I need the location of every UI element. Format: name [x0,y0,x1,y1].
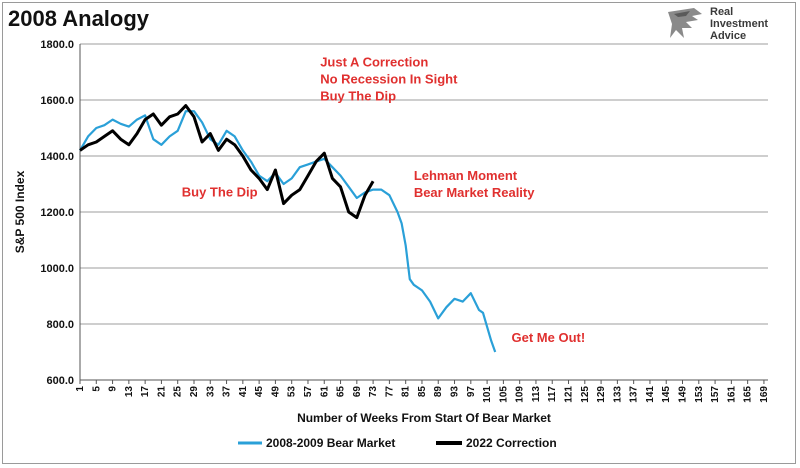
x-tick-label: 165 [743,386,754,403]
series-lines [79,104,497,353]
annotation-3: Lehman Moment Bear Market Reality [414,168,535,200]
x-tick-label: 153 [694,386,705,403]
y-tick-label: 1000.0 [40,263,74,275]
legend-label-2022: 2022 Correction [466,436,557,450]
annotation-line: Buy The Dip [320,88,396,103]
x-tick-label: 121 [564,386,575,403]
legend-label-2008: 2008-2009 Bear Market [266,436,395,450]
x-tick-label: 13 [124,386,135,398]
x-tick-label: 17 [140,386,151,398]
x-tick-label: 49 [270,386,281,398]
y-tick-label: 1800.0 [40,39,74,51]
x-axis-label: Number of Weeks From Start Of Bear Marke… [297,411,551,425]
x-tick-label: 129 [596,386,607,403]
chart-title: 2008 Analogy [8,6,150,31]
axes [79,44,768,381]
y-tick-label: 1400.0 [40,151,74,163]
series-line-2008 [79,110,497,353]
x-tick-label: 1 [75,386,86,392]
x-tick-label: 169 [759,386,770,403]
x-tick-label: 41 [238,386,249,398]
annotation-line: Bear Market Reality [414,185,535,200]
chart-frame [2,2,796,464]
logo-line-1: Real [710,6,734,18]
x-tick-label: 161 [726,386,737,403]
x-tick-label: 113 [531,386,542,403]
x-tick-label: 137 [629,386,640,403]
x-tick-label: 125 [580,386,591,403]
annotation-line: Buy The Dip [182,185,258,200]
x-tick-label: 61 [319,386,330,398]
x-tick-label: 25 [173,386,184,398]
x-tick-label: 117 [547,386,558,403]
x-tick-label: 85 [417,386,428,398]
y-tick-label: 1600.0 [40,95,74,107]
x-tick-label: 65 [336,386,347,398]
brand-logo: Real Investment Advice [664,4,794,46]
x-tick-label: 45 [254,386,265,398]
x-tick-label: 9 [108,386,119,392]
eagle-icon [668,8,702,38]
annotation-line: Just A Correction [320,54,428,69]
x-tick-label: 105 [498,386,509,403]
x-tick-label: 141 [645,386,656,403]
logo-line-3: Advice [710,30,747,42]
annotation-line: Lehman Moment [414,168,518,183]
x-tick-label: 73 [368,386,379,398]
y-axis-ticks: 600.0 800.0 1000.0 1200.0 1400.0 1600.0 1800.0 [40,39,74,387]
annotation-line: No Recession In Sight [320,71,458,86]
x-tick-label: 93 [450,386,461,398]
x-tick-label: 5 [91,386,102,392]
annotations: Just A Correction No Recession In Sight Bu… [182,54,585,345]
x-tick-label: 81 [401,386,412,398]
x-tick-label: 57 [303,386,314,398]
x-tick-label: 149 [678,386,689,403]
y-axis-label: S&P 500 Index [13,170,27,253]
y-tick-label: 600.0 [46,375,74,387]
x-tick-label: 109 [515,386,526,403]
x-tick-label: 157 [710,386,721,403]
y-tick-label: 1200.0 [40,207,74,219]
series-line-2022 [79,104,375,220]
x-tick-label: 97 [466,386,477,398]
x-tick-label: 69 [352,386,363,398]
x-tick-label: 21 [156,386,167,398]
x-tick-label: 89 [433,386,444,398]
grid-lines [80,43,768,381]
logo-text: Real Investment Advice [710,6,768,42]
x-tick-label: 33 [205,386,216,398]
x-tick-label: 37 [222,386,233,398]
x-tick-label: 53 [287,386,298,398]
x-tick-label: 101 [482,386,493,403]
x-tick-label: 29 [189,386,200,398]
logo-line-2: Investment [710,18,769,30]
x-tick-label: 145 [661,386,672,403]
legend: 2008-2009 Bear Market 2022 Correction [238,436,557,450]
y-tick-label: 800.0 [46,319,74,331]
annotation-2: Buy The Dip [182,185,258,200]
x-axis-ticks: 1 5 9 13 17 21 25 29 33 37 41 45 49 53 57 61 65 69 73 77 81 8… [75,380,770,403]
x-tick-label: 77 [384,386,395,398]
annotation-1: Just A Correction No Recession In Sight Bu… [320,54,458,103]
x-tick-label: 133 [612,386,623,403]
annotation-line: Get Me Out! [512,330,586,345]
annotation-4: Get Me Out! [512,330,586,345]
